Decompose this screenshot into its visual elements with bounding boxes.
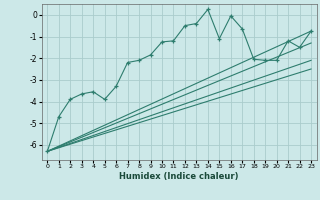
- X-axis label: Humidex (Indice chaleur): Humidex (Indice chaleur): [119, 172, 239, 181]
